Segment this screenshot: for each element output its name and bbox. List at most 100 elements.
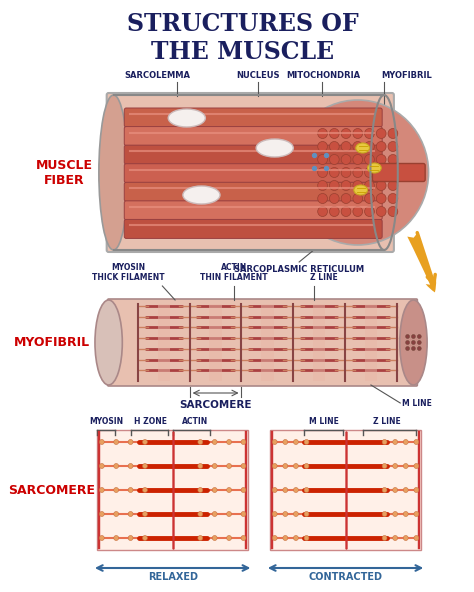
Circle shape <box>212 511 217 516</box>
Text: MYOFIBRIL: MYOFIBRIL <box>14 336 90 349</box>
Circle shape <box>318 141 328 152</box>
Circle shape <box>293 439 298 445</box>
Circle shape <box>393 487 398 493</box>
FancyBboxPatch shape <box>210 304 222 381</box>
Circle shape <box>241 536 246 540</box>
Circle shape <box>329 128 339 139</box>
Circle shape <box>304 487 309 493</box>
Circle shape <box>287 100 428 245</box>
Ellipse shape <box>354 185 367 195</box>
Circle shape <box>283 439 288 445</box>
Circle shape <box>198 511 203 516</box>
Ellipse shape <box>183 186 220 204</box>
Circle shape <box>318 181 328 191</box>
Text: ACTIN: ACTIN <box>182 417 208 426</box>
Circle shape <box>388 194 398 204</box>
FancyBboxPatch shape <box>124 164 382 183</box>
Text: MITOCHONDRIA: MITOCHONDRIA <box>286 71 361 80</box>
Circle shape <box>283 487 288 493</box>
Bar <box>270 430 421 550</box>
Circle shape <box>406 334 410 339</box>
Circle shape <box>272 439 277 445</box>
Circle shape <box>365 141 374 152</box>
Circle shape <box>403 439 408 445</box>
Circle shape <box>329 168 339 178</box>
Circle shape <box>212 464 217 468</box>
Circle shape <box>304 536 309 540</box>
Circle shape <box>241 487 246 493</box>
Circle shape <box>100 536 104 540</box>
Circle shape <box>272 511 277 516</box>
Circle shape <box>406 346 410 350</box>
Point <box>310 163 318 173</box>
Circle shape <box>143 464 147 468</box>
Circle shape <box>227 487 231 493</box>
Circle shape <box>382 439 387 445</box>
Circle shape <box>318 155 328 165</box>
Circle shape <box>376 141 386 152</box>
Circle shape <box>393 439 398 445</box>
Circle shape <box>376 128 386 139</box>
Circle shape <box>406 340 410 345</box>
Circle shape <box>272 536 277 540</box>
Circle shape <box>114 536 118 540</box>
Circle shape <box>227 439 231 445</box>
FancyBboxPatch shape <box>124 182 382 201</box>
Circle shape <box>414 536 419 540</box>
Circle shape <box>365 155 374 165</box>
Circle shape <box>341 207 351 217</box>
Circle shape <box>329 155 339 165</box>
Circle shape <box>212 536 217 540</box>
Circle shape <box>376 155 386 165</box>
Circle shape <box>100 487 104 493</box>
Circle shape <box>393 464 398 468</box>
Circle shape <box>128 536 133 540</box>
Circle shape <box>411 340 415 345</box>
Circle shape <box>304 439 309 445</box>
Circle shape <box>318 128 328 139</box>
FancyBboxPatch shape <box>124 201 382 220</box>
Text: SARCOMERE: SARCOMERE <box>179 400 252 410</box>
Text: MYOSIN
THICK FILAMENT: MYOSIN THICK FILAMENT <box>92 263 164 282</box>
Circle shape <box>293 487 298 493</box>
Circle shape <box>365 181 374 191</box>
Ellipse shape <box>400 300 427 385</box>
Circle shape <box>329 141 339 152</box>
Text: RELAXED: RELAXED <box>147 572 198 582</box>
Circle shape <box>212 439 217 445</box>
Ellipse shape <box>168 109 205 127</box>
Circle shape <box>341 128 351 139</box>
Circle shape <box>353 194 363 204</box>
FancyBboxPatch shape <box>365 304 377 381</box>
Text: H ZONE: H ZONE <box>134 417 167 426</box>
Circle shape <box>417 346 421 350</box>
Ellipse shape <box>356 143 369 153</box>
Circle shape <box>353 141 363 152</box>
Circle shape <box>388 141 398 152</box>
FancyBboxPatch shape <box>158 304 170 381</box>
Circle shape <box>376 194 386 204</box>
Circle shape <box>365 194 374 204</box>
Circle shape <box>304 511 309 516</box>
Circle shape <box>417 340 421 345</box>
Circle shape <box>198 536 203 540</box>
Text: MYOFIBRIL: MYOFIBRIL <box>381 71 432 80</box>
Point <box>310 150 318 160</box>
FancyBboxPatch shape <box>313 304 325 381</box>
Circle shape <box>318 194 328 204</box>
Circle shape <box>128 511 133 516</box>
FancyBboxPatch shape <box>124 220 382 239</box>
Circle shape <box>100 511 104 516</box>
Circle shape <box>353 207 363 217</box>
Circle shape <box>272 487 277 493</box>
Circle shape <box>283 536 288 540</box>
FancyBboxPatch shape <box>261 304 273 381</box>
Circle shape <box>376 168 386 178</box>
Circle shape <box>393 511 398 516</box>
Text: STRUCTURES OF
THE MUSCLE: STRUCTURES OF THE MUSCLE <box>127 12 358 64</box>
Circle shape <box>198 439 203 445</box>
Circle shape <box>353 181 363 191</box>
Circle shape <box>114 511 118 516</box>
Text: Z LINE: Z LINE <box>310 273 337 282</box>
Circle shape <box>353 128 363 139</box>
